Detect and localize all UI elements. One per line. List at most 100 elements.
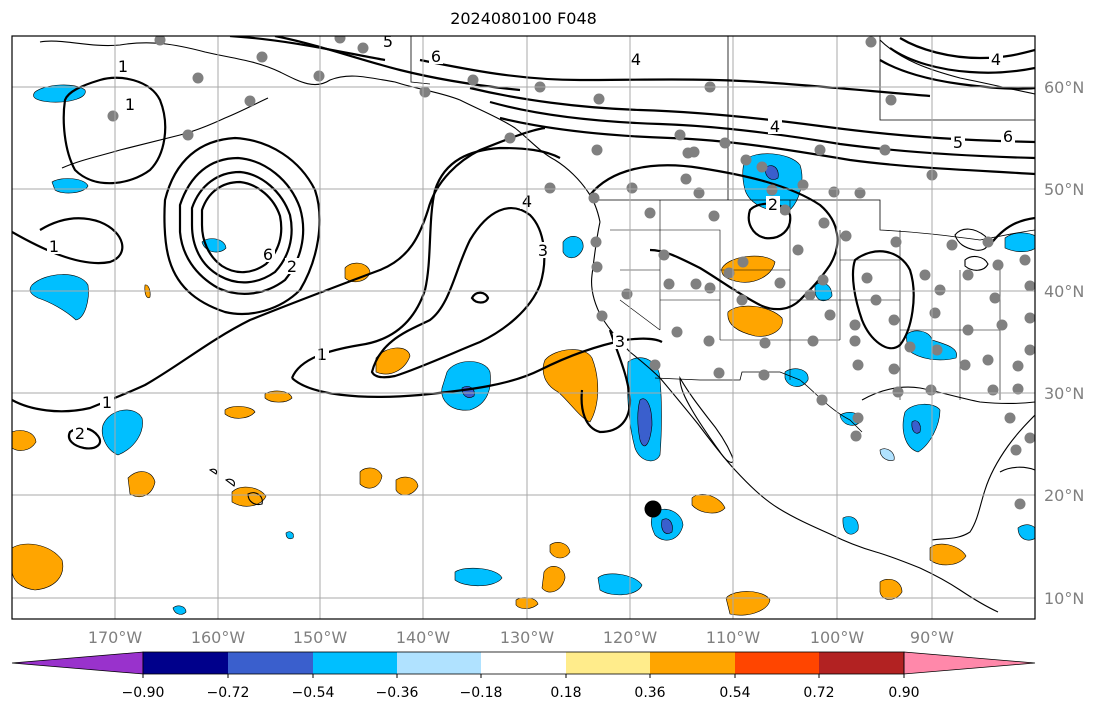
hawaii-islands: [208, 468, 263, 506]
map-frame: [11, 35, 1036, 620]
colorbar-tick-label: −0.72: [207, 685, 250, 701]
contour-label-bg: [315, 346, 329, 362]
contour-label-bg: [613, 333, 627, 349]
contour-label-bg: [116, 58, 130, 74]
marker-point: [644, 500, 662, 518]
pos-area: [127, 471, 156, 497]
contour: [163, 136, 321, 316]
colorbar-tick-label: −0.18: [460, 685, 503, 701]
contour: [470, 291, 490, 304]
contour-label: 3: [538, 241, 548, 260]
contour-label-bg: [429, 48, 443, 64]
pos-area: [727, 305, 783, 337]
us-mexico-border: [654, 371, 863, 433]
pos-area: [359, 467, 383, 489]
contour: [12, 126, 546, 413]
contour-label-bg: [381, 36, 395, 49]
contour: [200, 180, 283, 274]
neg-area: [33, 84, 86, 103]
pos-area: [725, 591, 771, 616]
contour-label-bg: [629, 51, 643, 67]
contour-lines: [12, 36, 1035, 450]
contour-label-bg: [100, 394, 114, 410]
pos-area: [691, 494, 726, 514]
lon-tick-label: 120°W: [603, 628, 658, 647]
contour-label: 1: [125, 95, 135, 114]
contour: [879, 59, 1035, 90]
colorbar-tick-label: 0.36: [634, 685, 665, 701]
colorbar-tick-label: −0.90: [122, 685, 165, 701]
colorbar-tick-label: 0.18: [550, 685, 581, 701]
contour: [889, 47, 1035, 74]
neg-area: [1017, 524, 1035, 541]
contour: [499, 116, 1035, 176]
colorbar-extend-high: [903, 651, 1036, 675]
contour: [469, 86, 1035, 144]
mexico-east-coast: [931, 414, 1035, 541]
contour: [62, 76, 167, 185]
neg-core: [661, 518, 673, 534]
colorbar-tick-label: −0.36: [376, 685, 419, 701]
pos-area: [231, 486, 267, 507]
contour-label: 5: [953, 133, 963, 152]
neg-core: [911, 420, 921, 434]
contour-label: 4: [631, 50, 641, 69]
baja-peninsula: [679, 375, 734, 463]
lon-tick-label: 130°W: [500, 628, 555, 647]
colorbar-segment: [143, 652, 228, 674]
pos-area: [224, 406, 256, 419]
pos-area: [12, 430, 37, 451]
gulf-coast: [861, 386, 1035, 405]
contour: [274, 36, 521, 92]
lon-tick-label: 110°W: [706, 628, 761, 647]
latitude-labels: 60°N 50°N 40°N 30°N 20°N 10°N: [1044, 78, 1084, 608]
lat-tick-label: 20°N: [1044, 486, 1084, 505]
neg-area: [597, 573, 643, 596]
neg-area: [905, 330, 957, 361]
lat-tick-label: 40°N: [1044, 282, 1084, 301]
colorbar-segment: [481, 652, 566, 674]
contour: [989, 216, 1035, 246]
colorbar-segment: [819, 652, 904, 674]
contour-label-bg: [989, 51, 1003, 67]
contour-label-bg: [123, 96, 137, 112]
us-canada-border: [598, 199, 1035, 241]
contour-label: 2: [768, 195, 778, 214]
colorbar-segment: [650, 652, 735, 674]
lon-tick-label: 170°W: [88, 628, 143, 647]
contour-label-bg: [1001, 128, 1015, 144]
neg-area: [1004, 232, 1035, 253]
neg-area: [879, 448, 895, 461]
aleutian-chain: [61, 97, 269, 169]
neg-area: [285, 531, 294, 540]
contour-label: 1: [118, 57, 128, 76]
colorbar-tick-label: −0.54: [292, 685, 335, 701]
colorbar-segment: [566, 652, 650, 674]
colorbar-segment: [397, 652, 481, 674]
pos-area: [395, 476, 419, 496]
contour: [580, 329, 632, 434]
contour-label-bg: [768, 118, 782, 134]
neg-area: [454, 567, 503, 587]
contour-label: 6: [431, 47, 441, 66]
pos-area: [12, 543, 64, 591]
contour: [178, 156, 305, 295]
colorbar: −0.90 −0.72 −0.54 −0.36 −0.18 0.18 0.36 0.54 0.7…: [11, 651, 1036, 701]
neg-area: [441, 361, 491, 411]
lat-tick-label: 50°N: [1044, 180, 1084, 199]
lon-tick-label: 100°W: [810, 628, 865, 647]
contour-label-bg: [285, 258, 299, 274]
longitude-labels: 170°W 160°W 150°W 140°W 130°W 120°W 110°W 100°W…: [88, 628, 954, 647]
contour-label: 6: [1003, 127, 1013, 146]
contour-label: 3: [615, 332, 625, 351]
lon-tick-label: 140°W: [396, 628, 451, 647]
contour-label: 1: [317, 345, 327, 364]
contour: [370, 207, 546, 379]
contour-label-bg: [536, 242, 550, 258]
contour-label-bg: [951, 134, 965, 150]
contour: [851, 250, 915, 350]
contour-label: 1: [49, 237, 59, 256]
contour-label-bg: [47, 238, 61, 254]
